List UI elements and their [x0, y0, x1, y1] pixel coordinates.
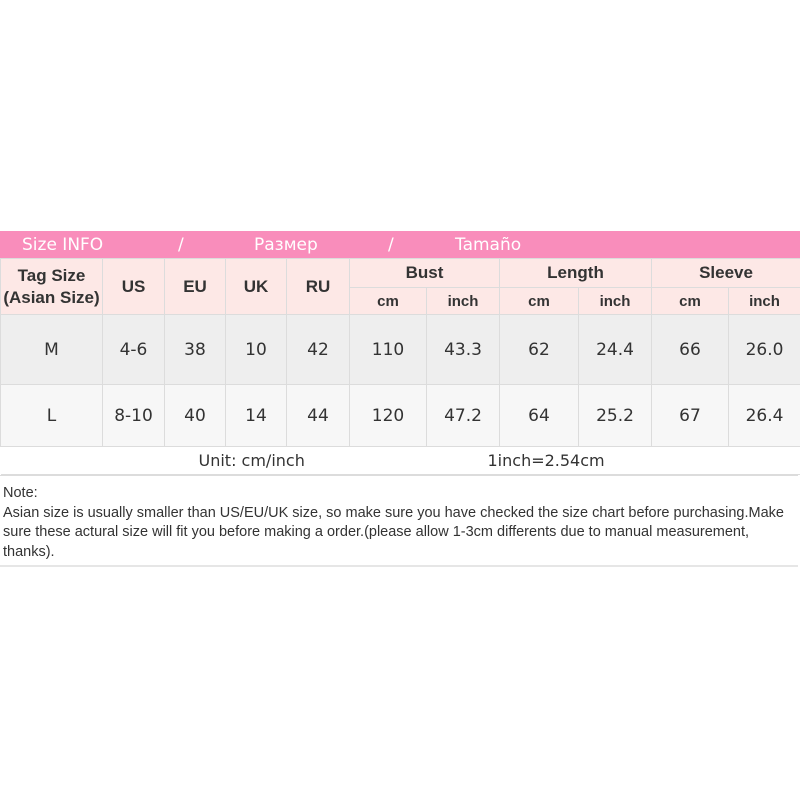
header-inch: inch	[578, 287, 652, 315]
asian-size-label: (Asian Size)	[3, 287, 100, 307]
table-row: M 4-6 38 10 42 110 43.3 62 24.4 66 26.0	[0, 314, 800, 385]
banner-separator: /	[178, 235, 184, 255]
header-inch: inch	[426, 287, 500, 315]
size-info-banner: Size INFO / Размер / Tamaño	[0, 231, 800, 258]
unit-label: Unit: cm/inch	[198, 451, 305, 470]
header-cm: cm	[349, 287, 427, 315]
cell-bust-cm: 120	[349, 384, 427, 447]
cell-sleeve-inch: 26.4	[727, 384, 800, 447]
cell-sleeve-inch: 26.0	[727, 314, 800, 385]
banner-separator: /	[388, 235, 394, 255]
cell-length-cm: 64	[499, 384, 579, 447]
header-us: US	[102, 258, 165, 315]
header-row: Tag Size (Asian Size) US EU UK RU Bust Le…	[0, 258, 800, 315]
note-section: Note: Asian size is usually smaller than…	[0, 475, 798, 567]
cell-bust-inch: 43.3	[426, 314, 500, 385]
header-tag-size: Tag Size (Asian Size)	[0, 258, 103, 315]
header-sleeve: Sleeve	[650, 258, 800, 288]
cell-eu: 40	[164, 384, 226, 447]
tag-size-label: Tag Size	[17, 265, 86, 285]
header-ru: RU	[286, 258, 350, 315]
cell-uk: 14	[225, 384, 287, 447]
cell-sleeve-cm: 66	[651, 314, 729, 385]
size-table: Tag Size (Asian Size) US EU UK RU Bust Le…	[0, 258, 800, 475]
header-uk: UK	[225, 258, 287, 315]
cell-sleeve-cm: 67	[651, 384, 729, 447]
cell-length-inch: 25.2	[578, 384, 652, 447]
header-bust: Bust	[349, 258, 500, 288]
cell-us: 8-10	[102, 384, 165, 447]
header-cm: cm	[499, 287, 579, 315]
banner-russian: Размер	[254, 235, 318, 255]
note-title: Note:	[3, 485, 38, 501]
header-inch: inch	[727, 287, 800, 315]
cell-eu: 38	[164, 314, 226, 385]
banner-spanish: Tamaño	[455, 235, 522, 255]
cell-us: 4-6	[102, 314, 165, 385]
subheader-row: cm inch cm inch cm inch	[1, 287, 800, 315]
note-text: Asian size is usually smaller than US/EU…	[3, 504, 784, 560]
cell-tag: M	[0, 314, 103, 385]
cell-uk: 10	[225, 314, 287, 385]
header-cm: cm	[651, 287, 729, 315]
cell-bust-inch: 47.2	[426, 384, 500, 447]
cell-length-cm: 62	[499, 314, 579, 385]
header-length: Length	[499, 258, 652, 288]
unit-row: Unit: cm/inch 1inch=2.54cm	[0, 446, 800, 475]
cell-ru: 44	[286, 384, 350, 447]
header-eu: EU	[164, 258, 226, 315]
cell-ru: 42	[286, 314, 350, 385]
banner-size-info: Size INFO	[22, 235, 104, 255]
cell-length-inch: 24.4	[578, 314, 652, 385]
table-row: L 8-10 40 14 44 120 47.2 64 25.2 67 26.4	[0, 384, 800, 447]
unit-conversion: 1inch=2.54cm	[487, 451, 605, 470]
cell-bust-cm: 110	[349, 314, 427, 385]
cell-tag: L	[0, 384, 103, 447]
